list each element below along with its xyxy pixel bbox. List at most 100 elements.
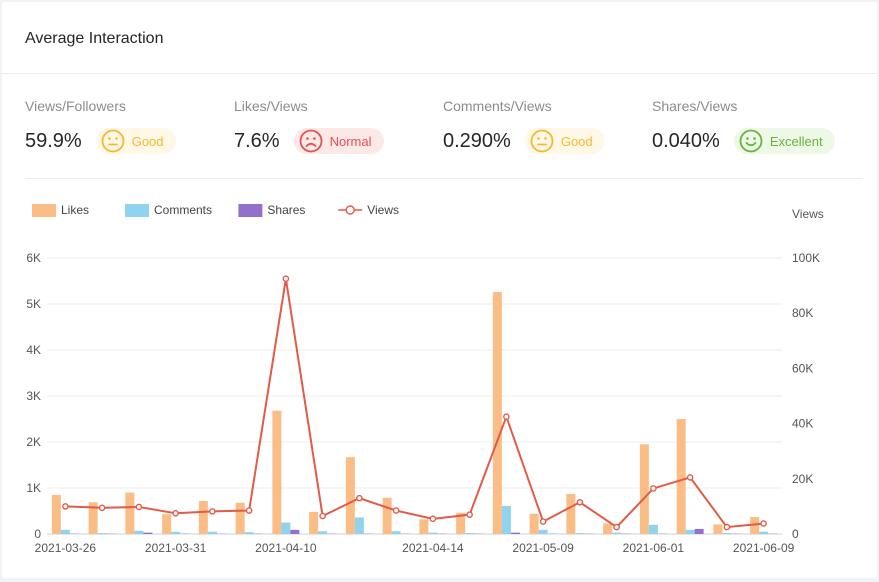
bar-comments[interactable]: [575, 533, 585, 534]
views-point[interactable]: [392, 507, 400, 514]
legend-swatch-likes: [32, 204, 56, 217]
bar-comments[interactable]: [722, 533, 732, 534]
bar-comments[interactable]: [612, 532, 622, 534]
views-point[interactable]: [135, 503, 143, 511]
bar-shares[interactable]: [143, 532, 153, 534]
x-tick-label: 2021-04-10: [255, 541, 317, 555]
views-point[interactable]: [613, 523, 620, 531]
rating-badge: Good: [95, 128, 176, 154]
legend-marker-views: [345, 205, 355, 215]
bar-likes[interactable]: [198, 500, 208, 534]
bar-likes[interactable]: [125, 492, 135, 534]
views-point[interactable]: [62, 503, 69, 510]
bar-comments[interactable]: [391, 531, 401, 534]
bar-likes[interactable]: [382, 497, 392, 534]
views-point[interactable]: [650, 485, 657, 492]
y-right-tick-label: 0: [792, 527, 799, 541]
views-point[interactable]: [539, 518, 547, 525]
views-point[interactable]: [356, 494, 363, 502]
bar-comments[interactable]: [97, 533, 107, 534]
bar-likes[interactable]: [345, 457, 355, 534]
x-tick-label: 2021-04-14: [402, 541, 464, 555]
bar-comments[interactable]: [465, 533, 475, 534]
x-tick-label: 2021-06-09: [733, 541, 795, 555]
rating-label: Good: [131, 133, 164, 149]
bar-shares[interactable]: [290, 529, 300, 534]
bar-comments[interactable]: [428, 532, 438, 534]
views-point[interactable]: [466, 511, 473, 518]
y-left-tick-label: 0: [34, 527, 41, 541]
bar-comments[interactable]: [759, 531, 769, 534]
views-point[interactable]: [576, 498, 584, 506]
bar-likes[interactable]: [492, 292, 502, 534]
bar-likes[interactable]: [676, 419, 686, 534]
rating-badge: Excellent: [733, 128, 835, 154]
bar-shares[interactable]: [694, 528, 704, 534]
neutral-face-icon: [530, 129, 554, 153]
bar-comments[interactable]: [354, 517, 364, 534]
rating-label: Normal: [329, 133, 372, 149]
bar-likes[interactable]: [88, 502, 98, 534]
metric-value: 0.040%: [652, 129, 720, 152]
legend-swatch-comments: [125, 204, 149, 217]
views-point[interactable]: [723, 523, 731, 531]
bar-likes[interactable]: [566, 493, 576, 534]
views-point[interactable]: [98, 504, 106, 512]
metric-label: Views/Followers: [25, 98, 126, 114]
y-left-tick-label: 4K: [26, 343, 41, 357]
legend-label-comments[interactable]: Comments: [154, 203, 212, 217]
bar-comments[interactable]: [538, 529, 548, 534]
bar-comments[interactable]: [685, 529, 695, 534]
views-point[interactable]: [209, 508, 216, 515]
bar-comments[interactable]: [134, 530, 144, 534]
x-tick-label: 2021-03-26: [35, 541, 97, 555]
bar-comments[interactable]: [648, 524, 658, 534]
bar-likes[interactable]: [309, 511, 319, 534]
bar-likes[interactable]: [456, 512, 466, 534]
views-point[interactable]: [503, 413, 510, 421]
views-point[interactable]: [172, 509, 179, 517]
bar-likes[interactable]: [529, 513, 539, 534]
bar-likes[interactable]: [272, 410, 282, 534]
bar-likes[interactable]: [639, 444, 649, 534]
metric-shares-views: Shares/Views 0.040% Excellent: [652, 98, 852, 154]
bar-comments[interactable]: [171, 531, 181, 534]
bar-comments[interactable]: [207, 531, 217, 534]
views-point[interactable]: [686, 474, 694, 481]
bar-comments[interactable]: [244, 532, 254, 534]
y-left-tick-label: 2K: [26, 435, 41, 449]
y-left-tick-label: 5K: [26, 297, 41, 311]
bar-likes[interactable]: [419, 519, 429, 534]
y-right-tick-label: 40K: [792, 417, 813, 431]
y-right-axis-label: Views: [792, 207, 824, 221]
views-point[interactable]: [429, 515, 437, 523]
y-right-tick-label: 60K: [792, 361, 813, 375]
views-point[interactable]: [245, 507, 253, 514]
metric-value: 7.6%: [234, 129, 280, 152]
happy-face-icon: [739, 129, 763, 153]
bar-likes[interactable]: [235, 502, 245, 534]
legend-label-shares[interactable]: Shares: [267, 203, 305, 217]
views-point[interactable]: [760, 520, 767, 527]
bar-comments[interactable]: [60, 529, 70, 534]
bar-comments[interactable]: [281, 522, 291, 535]
views-line: [65, 278, 764, 529]
legend-label-views[interactable]: Views: [367, 203, 399, 217]
metric-likes-views: Likes/Views 7.6% Normal: [234, 98, 434, 154]
rating-label: Good: [560, 133, 593, 149]
bar-likes[interactable]: [713, 524, 723, 534]
bar-likes[interactable]: [162, 514, 172, 534]
neutral-face-icon: [101, 129, 125, 153]
bar-shares[interactable]: [510, 532, 520, 534]
legend-label-likes[interactable]: Likes: [61, 203, 89, 217]
metric-comments-views: Comments/Views 0.290% Good: [443, 98, 643, 154]
y-right-tick-label: 20K: [792, 472, 813, 486]
bar-comments[interactable]: [318, 531, 328, 534]
views-point[interactable]: [319, 512, 326, 520]
bar-likes[interactable]: [51, 494, 61, 534]
bar-likes[interactable]: [603, 523, 613, 534]
bar-comments[interactable]: [501, 505, 511, 534]
bar-likes[interactable]: [750, 516, 760, 534]
views-point[interactable]: [282, 275, 290, 283]
